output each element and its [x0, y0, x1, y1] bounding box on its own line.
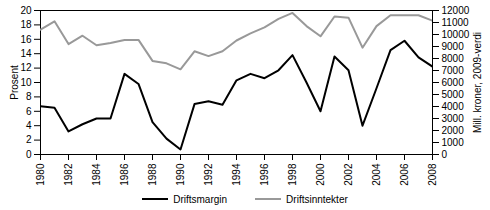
svg-text:1986: 1986: [119, 163, 130, 186]
svg-text:2006: 2006: [399, 163, 410, 186]
svg-text:4: 4: [26, 120, 32, 131]
svg-text:Mill. kroner, 2009-verdi: Mill. kroner, 2009-verdi: [472, 32, 483, 133]
svg-text:8: 8: [26, 91, 32, 102]
svg-text:14: 14: [20, 48, 32, 59]
svg-text:1988: 1988: [147, 163, 158, 186]
svg-text:1998: 1998: [287, 163, 298, 186]
html-text:Driftsinntekter: Driftsinntekter: [286, 193, 348, 205]
svg-text:1980: 1980: [35, 163, 46, 186]
svg-text:18: 18: [20, 19, 32, 30]
svg-text:Prosent: Prosent: [9, 65, 20, 100]
svg-text:2002: 2002: [343, 163, 354, 186]
svg-text:6: 6: [26, 106, 32, 117]
svg-text:9000: 9000: [442, 41, 465, 52]
svg-text:2: 2: [26, 134, 32, 145]
svg-text:1992: 1992: [203, 163, 214, 186]
svg-text:5000: 5000: [442, 89, 465, 100]
svg-text:6000: 6000: [442, 77, 465, 88]
svg-text:1994: 1994: [231, 163, 242, 186]
svg-text:1990: 1990: [175, 163, 186, 186]
svg-text:2000: 2000: [315, 163, 326, 186]
svg-text:0: 0: [26, 149, 32, 160]
svg-text:1000: 1000: [442, 137, 465, 148]
svg-text:12000: 12000: [442, 5, 470, 16]
svg-text:7000: 7000: [442, 65, 465, 76]
svg-text:3000: 3000: [442, 113, 465, 124]
svg-text:1996: 1996: [259, 163, 270, 186]
svg-text:12: 12: [20, 62, 32, 73]
svg-text:10000: 10000: [442, 29, 470, 40]
svg-text:11000: 11000: [442, 17, 470, 28]
svg-text:10: 10: [20, 77, 32, 88]
svg-text:1984: 1984: [91, 163, 102, 186]
svg-text:16: 16: [20, 34, 32, 45]
svg-text:2004: 2004: [371, 163, 382, 186]
svg-text:2000: 2000: [442, 125, 465, 136]
svg-text:1982: 1982: [63, 163, 74, 186]
svg-text:2008: 2008: [427, 163, 438, 186]
html-text:Driftsmargin: Driftsmargin: [173, 193, 228, 205]
svg-text:0: 0: [442, 149, 448, 160]
svg-text:4000: 4000: [442, 101, 465, 112]
svg-text:20: 20: [20, 5, 32, 16]
svg-text:8000: 8000: [442, 53, 465, 64]
